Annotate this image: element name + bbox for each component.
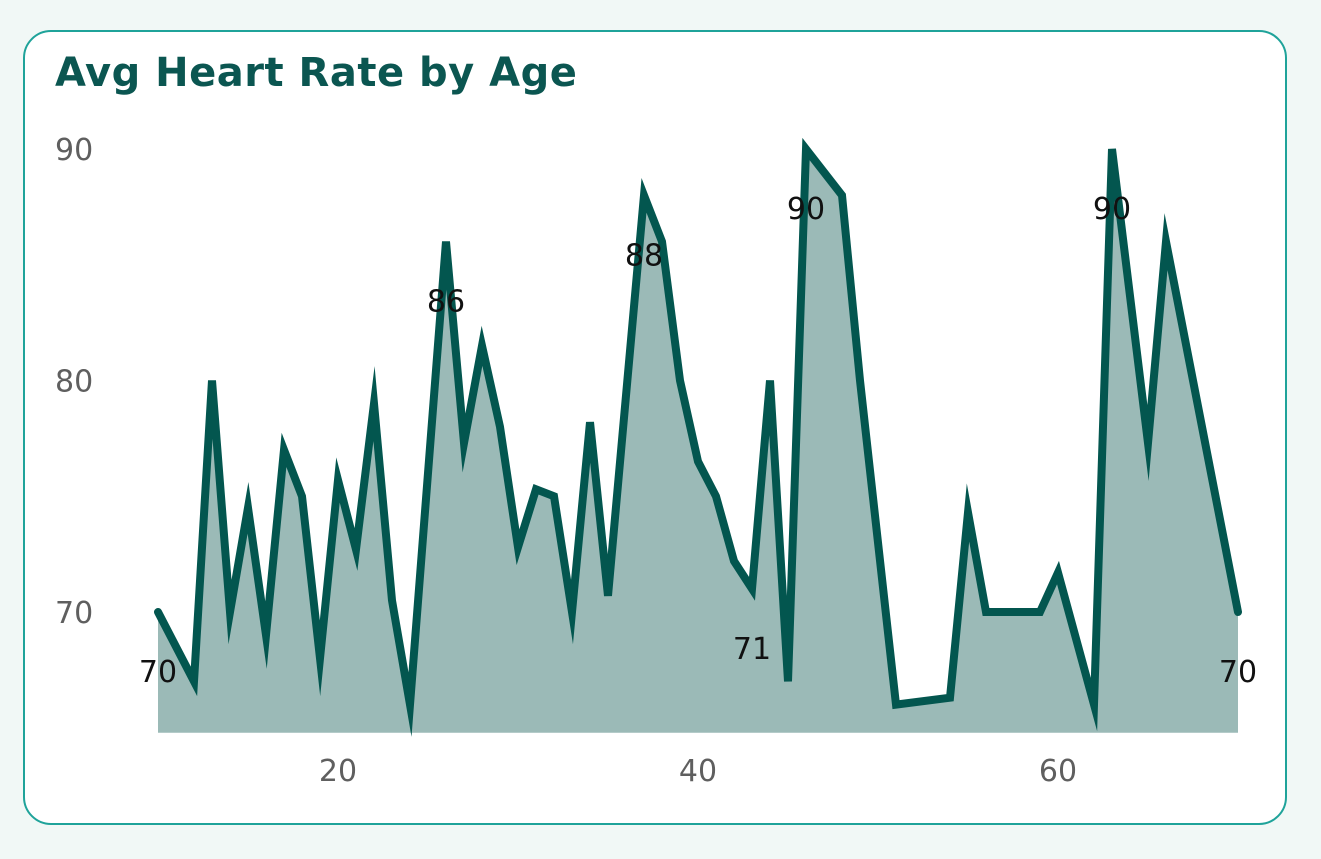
data-label: 88 (625, 238, 663, 273)
data-label: 90 (787, 192, 825, 227)
data-label: 70 (139, 655, 177, 690)
y-tick-label: 70 (55, 596, 93, 631)
chart-title: Avg Heart Rate by Age (55, 50, 578, 96)
x-tick-label: 60 (1039, 754, 1077, 789)
y-tick-label: 90 (55, 133, 93, 168)
series-area (158, 149, 1238, 733)
x-tick-label: 40 (679, 754, 717, 789)
data-label: 86 (427, 285, 465, 320)
data-label: 71 (733, 632, 771, 667)
chart-card: Avg Heart Rate by Age 70 80 90 20 40 60 70 86… (23, 30, 1287, 825)
data-label: 90 (1093, 192, 1131, 227)
data-labels: 70 86 88 71 90 90 70 (139, 192, 1257, 690)
y-axis: 70 80 90 (55, 133, 93, 631)
y-tick-label: 80 (55, 365, 93, 400)
series-group (154, 137, 1242, 737)
x-axis: 20 40 60 (319, 754, 1077, 789)
area-chart: 70 80 90 20 40 60 70 86 88 71 90 90 70 (55, 133, 1257, 789)
series-line (154, 137, 1242, 737)
x-tick-label: 20 (319, 754, 357, 789)
data-label: 70 (1219, 655, 1257, 690)
